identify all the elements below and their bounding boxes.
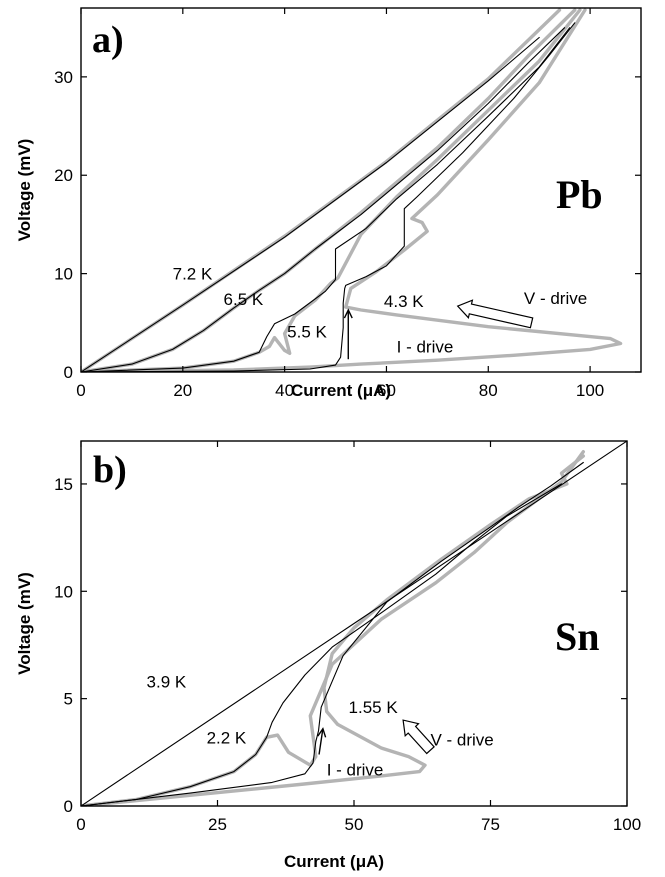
i-drive-arrow-head: [317, 727, 327, 738]
series-line-1-55-k-v-drive: [81, 454, 585, 806]
curve-annotation: I - drive: [327, 761, 384, 780]
chart-panel-sn: 0 25 50 75 100 0 5 10 15 Current (μA) Voltage (mV)…: [15, 440, 641, 871]
i-drive-arrow-shaft: [318, 728, 324, 755]
y-tick-label: 10: [54, 582, 73, 601]
y-tick-label: 0: [64, 363, 73, 382]
curve-annotation: 3.9 K: [147, 672, 187, 691]
series-line-1-55-k-i-drive: [81, 461, 584, 806]
x-tick-label: 0: [76, 381, 85, 400]
panel-label: b): [93, 449, 127, 491]
x-tick-label: 80: [479, 381, 498, 400]
series-line-4-3-k-i-drive: [81, 22, 576, 372]
series-line-4-3-k-v-drive: [81, 8, 623, 372]
x-tick-label: 20: [173, 381, 192, 400]
y-tick-label: 20: [54, 166, 73, 185]
curve-annotation: 7.2 K: [173, 265, 213, 284]
series-line-3-9-k-i-drive: [81, 441, 627, 806]
i-drive-arrow-head: [343, 308, 353, 319]
y-tick-label: 15: [54, 475, 73, 494]
v-drive-hollow-arrow: [402, 719, 435, 755]
curve-annotation: V - drive: [430, 730, 493, 749]
series-line-6-5-k-i-drive: [81, 27, 566, 372]
y-axis-title: Voltage (mV): [15, 572, 34, 675]
material-label: Pb: [556, 172, 603, 217]
x-tick-label: 100: [613, 815, 641, 834]
x-tick-label: 40: [275, 381, 294, 400]
series-line-7-2-k-i-drive: [81, 36, 540, 372]
y-tick-label: 10: [54, 265, 73, 284]
series-group: [81, 441, 627, 806]
x-tick-label: 60: [377, 381, 396, 400]
x-tick-label: 0: [76, 815, 85, 834]
series-line-2-2-k-v-drive: [81, 450, 585, 806]
y-tick-label: 0: [64, 797, 73, 816]
curve-annotation: 2.2 K: [207, 728, 247, 747]
x-tick-label: 100: [576, 381, 604, 400]
y-axis-title: Voltage (mV): [15, 139, 34, 242]
x-axis-title: Current (μA): [291, 381, 391, 400]
x-axis-title: Current (μA): [284, 852, 384, 871]
curve-annotation: 1.55 K: [349, 698, 399, 717]
series-line-2-2-k-i-drive: [81, 483, 563, 806]
curve-annotation: 5.5 K: [287, 323, 327, 342]
panel-label: a): [92, 19, 124, 61]
material-label: Sn: [555, 614, 600, 659]
series-group: [81, 8, 623, 372]
series-line-5-5-k-i-drive: [81, 27, 571, 372]
curve-annotation: I - drive: [397, 337, 454, 356]
curve-annotation: 4.3 K: [384, 292, 424, 311]
v-drive-hollow-arrow: [456, 299, 534, 329]
chart-panel-pb: 0 20 40 60 80 100 0 10 20 30 Current (μA) Voltage (…: [15, 7, 642, 400]
curve-annotation: 6.5 K: [224, 290, 264, 309]
y-tick-label: 30: [54, 68, 73, 87]
plot-frame: [80, 7, 642, 373]
x-tick-label: 50: [345, 815, 364, 834]
x-tick-label: 25: [208, 815, 227, 834]
curve-annotation: V - drive: [524, 289, 587, 308]
x-tick-label: 75: [481, 815, 500, 834]
y-tick-label: 5: [64, 690, 73, 709]
